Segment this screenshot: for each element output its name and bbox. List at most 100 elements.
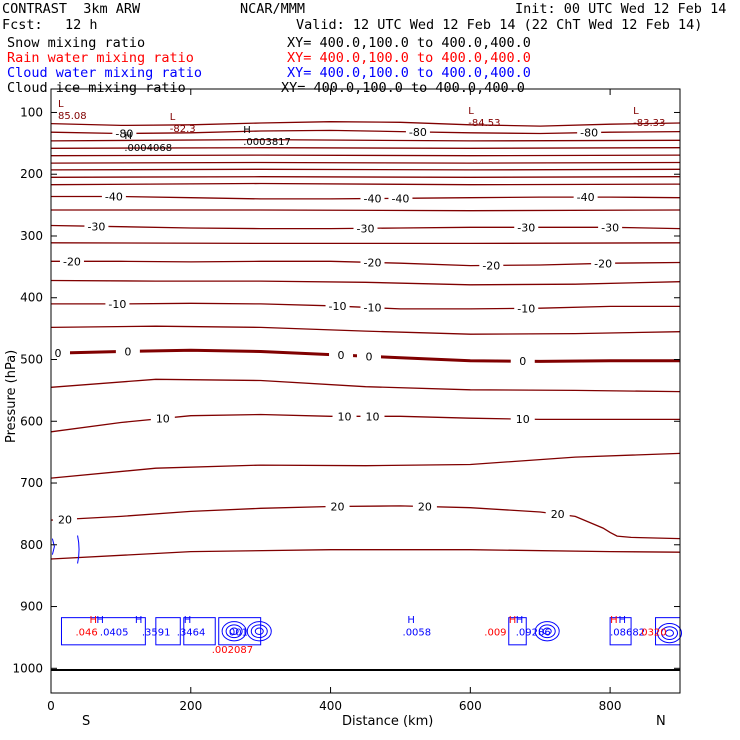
isotherm-label-bg (353, 222, 378, 235)
cloud-core-contour (254, 627, 264, 635)
isotherm-line (50, 325, 681, 335)
isotherm-label-bg (514, 302, 539, 315)
isotherm-label: 10 (365, 410, 379, 423)
isotherm-label: 0 (365, 350, 372, 363)
isotherm-label: -40 (364, 193, 382, 206)
isotherm-label-bg (360, 256, 385, 269)
isotherm-label: 20 (58, 513, 72, 526)
field-name-snow: Snow mixing ratio (7, 35, 146, 51)
isotherm-label: 20 (331, 500, 345, 513)
y-tick-label: 500 (20, 353, 43, 367)
y-tick-label: 700 (20, 476, 43, 490)
annotation-layer: H H H H H H H H H.0405.3591.3464.001.0058.09286.… (58, 99, 667, 656)
isotherm-label: 0 (124, 345, 131, 358)
isotherm-label: -10 (329, 300, 347, 313)
field-xy-rain: XY= 400.0,100.0 to 400.0,400.0 (287, 50, 531, 66)
extremum-value: 85.08 (58, 111, 87, 122)
isotherm-label: -10 (517, 302, 535, 315)
isotherm-label: -20 (364, 256, 382, 269)
isotherm-label-bg (479, 259, 504, 272)
isotherm-line (50, 279, 681, 286)
isotherm-label-bg (360, 410, 385, 423)
isotherm-label-bg (591, 257, 616, 270)
fcst-value: 12 h (65, 17, 98, 33)
x-tick-label: 0 (47, 699, 55, 713)
isotherm-label-bg (388, 192, 413, 205)
cloud-water-value: .0405 (100, 628, 129, 639)
cloud-core-contour (229, 627, 239, 635)
isotherm-line (50, 154, 681, 157)
isotherm-label-bg (545, 508, 570, 521)
cloud-core-contour (661, 626, 679, 640)
isotherm-label-bg (101, 190, 126, 203)
isotherm-label-bg (329, 349, 354, 362)
cloud-water-value: .001 (226, 628, 248, 639)
isotherm-label: -80 (580, 127, 598, 140)
rain-water-value: .009 (484, 628, 506, 639)
isotherm-label-bg (59, 255, 84, 268)
isotherm-label-bg (598, 221, 623, 234)
extremum-kind: H (243, 125, 251, 136)
x-tick-label: 400 (319, 699, 342, 713)
cloud-fragment (51, 538, 55, 555)
model-title: CONTRAST 3km ARW (2, 1, 141, 17)
h-marker: H (89, 615, 97, 626)
plot-frame (50, 88, 681, 694)
x-end-label-south: S (82, 714, 90, 729)
isotherm-label-bg (45, 347, 70, 360)
field-name-rain: Rain water mixing ratio (7, 50, 194, 66)
x-end-label-north: N (656, 714, 666, 729)
rain-water-value: .0320 (638, 628, 667, 639)
isotherm-label-bg (514, 221, 539, 234)
extremum-kind: L (170, 112, 176, 123)
isotherm-line (50, 549, 681, 560)
isotherm-label: -40 (577, 191, 595, 204)
cloud-layer (51, 535, 683, 646)
cloud-water-contour (508, 617, 527, 646)
cloud-water-contour (609, 617, 632, 646)
h-marker: H (184, 615, 192, 626)
isotherm-label: -80 (115, 127, 133, 140)
h-marker: H (509, 615, 517, 626)
y-axis-label: Pressure (hPa) (4, 350, 19, 443)
isotherm-line (51, 209, 681, 212)
cloud-core-contour (665, 629, 675, 637)
isotherm-line (50, 176, 681, 178)
extremum-value: .0004068 (124, 143, 172, 154)
isotherm-line (50, 138, 681, 142)
cloud-water-value: .3591 (142, 628, 171, 639)
init-time: Init: 00 UTC Wed 12 Feb 14 (515, 1, 727, 17)
isotherm-label: -30 (357, 222, 375, 235)
extremum-value: .0003817 (243, 137, 291, 148)
h-marker: H (96, 615, 104, 626)
isotherm-label: -10 (108, 298, 126, 311)
cloud-core-contour (534, 621, 560, 642)
isotherm-label-bg (150, 412, 175, 425)
isotherm-label-bg (115, 345, 140, 358)
isotherm-line (50, 147, 681, 149)
cloud-water-contour (183, 617, 216, 646)
cloud-core-contour (542, 627, 552, 635)
isotherm-line (50, 452, 681, 479)
isotherm-label: -20 (482, 259, 500, 272)
isotherm-label-bg (105, 297, 130, 310)
isotherm-line (50, 378, 681, 393)
field-xy-cloud-water: XY= 400.0,100.0 to 400.0,400.0 (287, 65, 531, 81)
h-marker: H (618, 615, 626, 626)
extremum-kind: L (468, 106, 474, 117)
isotherm-label-bg (412, 500, 437, 513)
isotherm-label-bg (325, 500, 350, 513)
y-tick-label: 400 (20, 291, 43, 305)
cloud-water-contour (60, 617, 146, 646)
y-tick-label: 800 (20, 538, 43, 552)
isotherm-label-bg (360, 192, 385, 205)
y-tick-label: 600 (20, 414, 43, 428)
h-marker: H (407, 615, 415, 626)
cloud-core-contour (538, 624, 556, 639)
isotherm-label: 10 (516, 413, 530, 426)
isotherm-label: -40 (105, 190, 123, 203)
x-axis-label: Distance (km) (342, 714, 433, 729)
h-marker: H (516, 615, 524, 626)
isotherm-layer: -80 -80 -80 -40 -40 -40 -40 -30 -30 -30 -30 -20 -20 -… (45, 121, 681, 560)
field-name-cloud-ice: Cloud ice mixing ratio (7, 80, 186, 96)
